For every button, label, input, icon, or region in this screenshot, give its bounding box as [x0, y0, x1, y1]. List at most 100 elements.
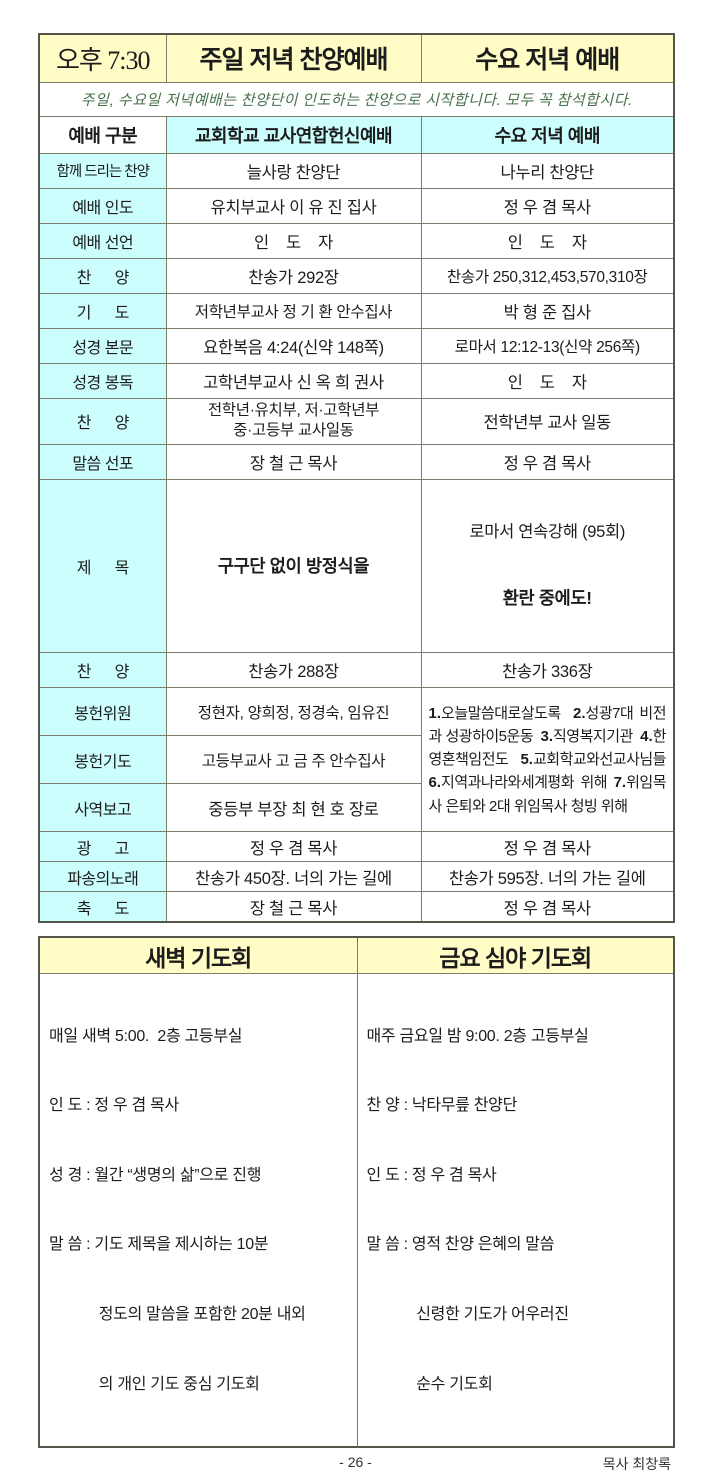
row-label: 찬 양: [38, 652, 167, 689]
sunday-cell: 장 철 근 목사: [165, 891, 422, 923]
sunday-cell: 고등부교사 고 금 주 안수집사: [165, 735, 422, 785]
sunday-cell: 중등부 부장 최 현 호 장로: [165, 783, 422, 833]
row-label: 성경 본문: [38, 327, 167, 364]
page-number: - 26 -: [339, 1454, 372, 1471]
row-label: 파송의노래: [38, 861, 167, 893]
evening-worship-table: 오후 7:30 주일 저녁 찬양예배 수요 저녁 예배 주일, 수요일 저녁예배…: [38, 33, 675, 923]
column-header-sunday: 교회학교 교사연합헌신예배: [165, 115, 422, 154]
sunday-cell: 전학년·유치부, 저·고학년부 중·고등부 교사일동: [165, 397, 422, 445]
wednesday-cell: 인 도 자: [420, 362, 675, 399]
friday-prayer-details: 매주 금요일 밤 9:00. 2층 고등부실 찬 양 : 낙타무릎 찬양단 인 …: [356, 973, 675, 1448]
wednesday-cell: 전학년부 교사 일동: [420, 397, 675, 445]
row-label: 찬 양: [38, 257, 167, 294]
table-row-leading: 예배 인도 유치부교사 이 유 진 집사 정 우 겸 목사: [38, 187, 675, 224]
sunday-cell: 고학년부교사 신 옥 희 권사: [165, 362, 422, 399]
sermon-title-line: 환란 중에도!: [502, 587, 592, 608]
sunday-cell: 요한복음 4:24(신약 148쪽): [165, 327, 422, 364]
sunday-cell: 찬송가 288장: [165, 652, 422, 689]
table-row-sermon-title: 제 목 구구단 없이 방정식을 로마서 연속강해 (95회) 환란 중에도!: [38, 478, 675, 654]
sunday-cell: 저학년부교사 정 기 환 안수집사: [165, 292, 422, 329]
sunday-cell: 정 우 겸 목사: [165, 831, 422, 863]
wednesday-cell: 찬송가 595장. 너의 가는 길에: [420, 861, 675, 893]
wednesday-cell: 찬송가 336장: [420, 652, 675, 689]
column-header-row: 예배 구분 교회학교 교사연합헌신예배 수요 저녁 예배: [38, 115, 675, 154]
notice-text: 주일, 수요일 저녁예배는 찬양단이 인도하는 찬양으로 시작합니다. 모두 꼭…: [38, 81, 675, 117]
row-label: 기 도: [38, 292, 167, 329]
sunday-service-title: 주일 저녁 찬양예배: [165, 33, 422, 83]
table-row-offering-prayer: 봉헌기도 고등부교사 고 금 주 안수집사: [38, 735, 674, 785]
friday-prayer-title: 금요 심야 기도회: [356, 936, 675, 975]
detail-line: 매일 새벽 5:00. 2층 고등부실: [49, 1027, 243, 1045]
detail-line: 말 씀 : 기도 제목을 제시하는 10분: [49, 1236, 269, 1254]
detail-line: 말 씀 : 영적 찬양 은혜의 말씀: [366, 1236, 555, 1254]
table-row-sermon-delivery: 말씀 선포 장 철 근 목사 정 우 겸 목사: [38, 443, 675, 480]
row-label: 광 고: [38, 831, 167, 863]
sunday-cell: 늘사랑 찬양단: [165, 152, 422, 189]
sunday-cell: 유치부교사 이 유 진 집사: [165, 187, 422, 224]
detail-line: 인 도 : 정 우 겸 목사: [366, 1166, 497, 1184]
detail-line: 정도의 말씀을 포함한 20분 내외: [49, 1305, 306, 1323]
table-row-hymn-2: 찬 양 찬송가 288장 찬송가 336장: [38, 652, 675, 689]
table-row-praise-together: 함께 드리는 찬양 늘사랑 찬양단 나누리 찬양단: [38, 152, 675, 189]
table-row-declaration: 예배 선언 인 도 자 인 도 자: [38, 222, 675, 259]
row-label: 성경 봉독: [38, 362, 167, 399]
row-label: 예배 인도: [38, 187, 167, 224]
detail-line: 의 개인 기도 중심 기도회: [49, 1375, 260, 1393]
column-header-wednesday: 수요 저녁 예배: [420, 115, 675, 154]
table-row-scripture-text: 성경 본문 요한복음 4:24(신약 148쪽) 로마서 12:12-13(신약…: [38, 327, 675, 364]
table-row-announcements: 광 고 정 우 겸 목사 정 우 겸 목사: [38, 831, 675, 863]
wednesday-cell: 정 우 겸 목사: [420, 831, 675, 863]
prayer-header-row: 새벽 기도회 금요 심야 기도회: [38, 936, 675, 975]
service-time: 오후 7:30: [38, 33, 167, 83]
notice-row: 주일, 수요일 저녁예배는 찬양단이 인도하는 찬양으로 시작합니다. 모두 꼭…: [38, 81, 675, 117]
sunday-cell: 찬송가 292장: [165, 257, 422, 294]
wednesday-cell: 정 우 겸 목사: [420, 187, 675, 224]
table-row-offering-committee: 봉헌위원 정현자, 양희정, 정경숙, 임유진 1.오늘말씀대로살도록 2.성광…: [38, 687, 675, 833]
wednesday-cell: 박 형 준 집사: [420, 292, 675, 329]
detail-line: 신령한 기도가 어우러진: [366, 1305, 569, 1323]
table-row-hymn-1: 찬 양 찬송가 292장 찬송가 250,312,453,570,310장: [38, 257, 675, 294]
sunday-cell: 찬송가 450장. 너의 가는 길에: [165, 861, 422, 893]
wednesday-cell: 로마서 12:12-13(신약 256쪽): [420, 327, 675, 364]
column-header-category: 예배 구분: [38, 115, 167, 154]
dawn-prayer-details: 매일 새벽 5:00. 2층 고등부실 인 도 : 정 우 겸 목사 성 경 :…: [38, 973, 358, 1448]
row-label: 찬 양: [38, 397, 167, 445]
table-header-row: 오후 7:30 주일 저녁 찬양예배 수요 저녁 예배: [38, 33, 675, 83]
wednesday-cell: 정 우 겸 목사: [420, 443, 675, 480]
detail-line: 순수 기도회: [366, 1375, 493, 1393]
table-row-scripture-reading: 성경 봉독 고학년부교사 신 옥 희 권사 인 도 자: [38, 362, 675, 399]
row-label: 제 목: [38, 478, 167, 654]
page-footer: - 26 - 목사 최창록: [38, 1454, 673, 1474]
wednesday-cell: 인 도 자: [420, 222, 675, 259]
detail-line: 매주 금요일 밤 9:00. 2층 고등부실: [366, 1027, 589, 1045]
wednesday-cell: 정 우 겸 목사: [420, 891, 675, 923]
table-row-sending-song: 파송의노래 찬송가 450장. 너의 가는 길에 찬송가 595장. 너의 가는…: [38, 861, 675, 893]
detail-line: 인 도 : 정 우 겸 목사: [49, 1097, 179, 1115]
row-label: 봉헌위원: [38, 687, 167, 737]
prayer-body-row: 매일 새벽 5:00. 2층 고등부실 인 도 : 정 우 겸 목사 성 경 :…: [38, 973, 675, 1448]
wednesday-service-title: 수요 저녁 예배: [420, 33, 675, 83]
sunday-sermon-title: 구구단 없이 방정식을: [165, 478, 422, 654]
dawn-prayer-title: 새벽 기도회: [38, 936, 358, 975]
row-label: 축 도: [38, 891, 167, 923]
sunday-cell: 장 철 근 목사: [165, 443, 422, 480]
table-row-benediction: 축 도 장 철 근 목사 정 우 겸 목사: [38, 891, 675, 923]
wednesday-sermon-title: 로마서 연속강해 (95회) 환란 중에도!: [420, 478, 675, 654]
table-row-praise-2: 찬 양 전학년·유치부, 저·고학년부 중·고등부 교사일동 전학년부 교사 일…: [38, 397, 675, 445]
prayer-meetings-table: 새벽 기도회 금요 심야 기도회 매일 새벽 5:00. 2층 고등부실 인 도…: [38, 935, 675, 1449]
row-label: 예배 선언: [38, 222, 167, 259]
wednesday-cell: 찬송가 250,312,453,570,310장: [420, 257, 675, 294]
sunday-cell: 정현자, 양희정, 정경숙, 임유진: [165, 687, 422, 737]
wednesday-cell: 나누리 찬양단: [420, 152, 675, 189]
table-row-prayer: 기 도 저학년부교사 정 기 환 안수집사 박 형 준 집사: [38, 292, 675, 329]
row-label: 함께 드리는 찬양: [38, 152, 167, 189]
row-label: 봉헌기도: [38, 735, 167, 785]
author-name: 목사 최창록: [602, 1456, 671, 1473]
wednesday-prayer-topics: 1.오늘말씀대로살도록 2.성광7대 비전과 성광하이5운동 3.직영복지기관 …: [420, 687, 675, 833]
detail-line: 찬 양 : 낙타무릎 찬양단: [366, 1097, 518, 1115]
sermon-series-line: 로마서 연속강해 (95회): [469, 523, 626, 542]
row-label: 말씀 선포: [38, 443, 167, 480]
sunday-cell: 인 도 자: [165, 222, 422, 259]
row-label: 사역보고: [38, 783, 167, 833]
